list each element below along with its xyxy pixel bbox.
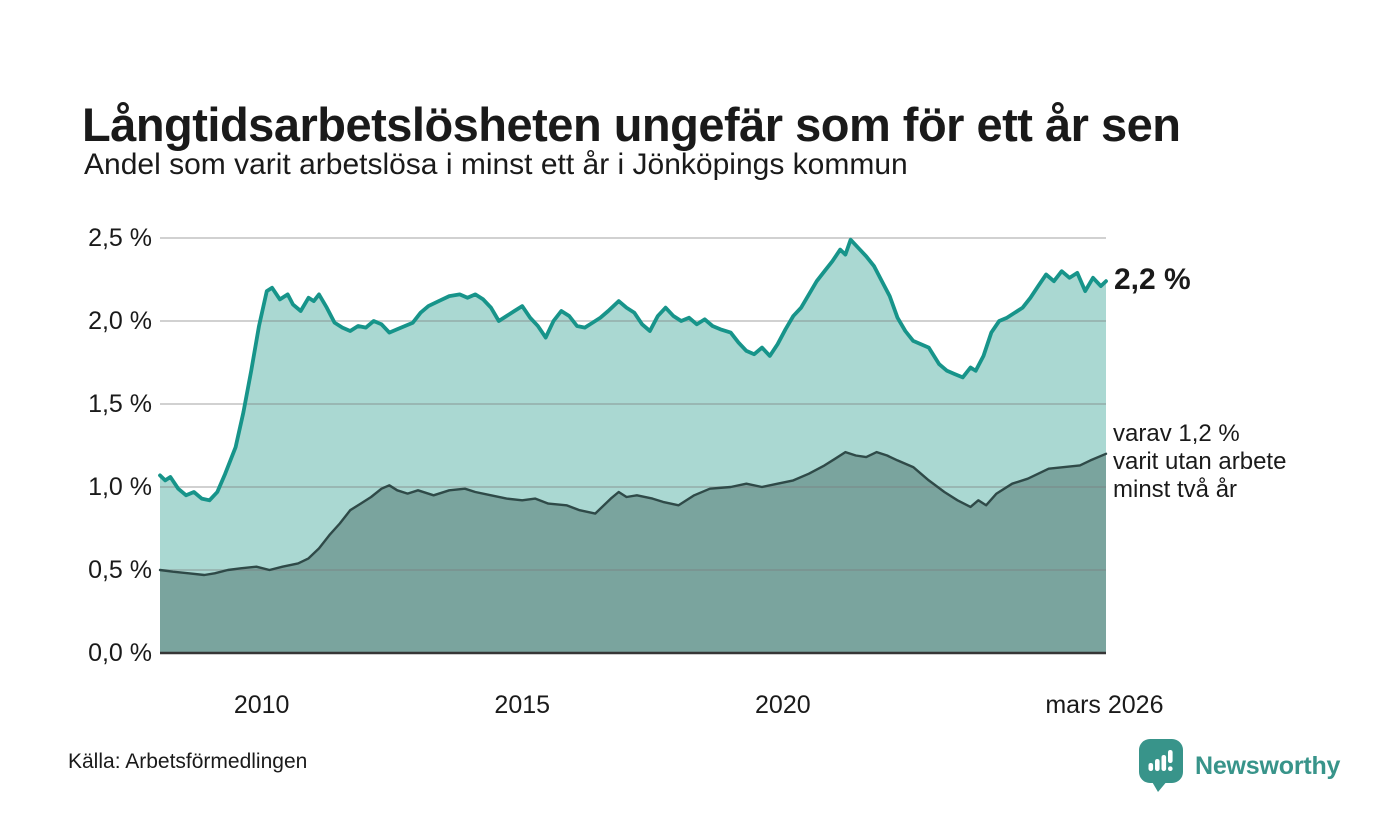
newsworthy-logo: Newsworthy: [1138, 738, 1340, 794]
end-value-label-total: 2,2 %: [1114, 263, 1191, 297]
chart-title: Långtidsarbetslösheten ungefär som för e…: [82, 98, 1181, 152]
series-line-0: [158, 237, 1108, 503]
end-value-label-two-years: varav 1,2 % varit utan arbete minst två …: [1113, 420, 1286, 504]
newsworthy-wordmark: Newsworthy: [1195, 751, 1341, 780]
y-tick-label: 0,0 %: [88, 639, 152, 667]
x-tick-label: 2020: [755, 691, 811, 719]
x-tick-label: 2015: [494, 691, 551, 719]
annotation-line: minst två år: [1113, 475, 1238, 503]
annotation-line: varit utan arbete: [1113, 447, 1287, 475]
x-tick-label: 2010: [233, 691, 290, 719]
chart-subtitle: Andel som varit arbetslösa i minst ett å…: [84, 148, 908, 181]
annotation-line: varav 1,2 %: [1113, 419, 1240, 447]
y-tick-label: 2,5 %: [88, 224, 152, 252]
bar-chart-speech-bubble-icon: [1139, 739, 1183, 792]
series-line-1: [158, 450, 1108, 577]
y-tick-label: 2,0 %: [88, 307, 152, 335]
y-tick-label: 1,0 %: [88, 473, 152, 501]
x-tick-label: mars 2026: [1045, 691, 1164, 719]
area-fill-1: [160, 452, 1106, 653]
y-tick-label: 1,5 %: [88, 390, 152, 418]
source-note: Källa: Arbetsförmedlingen: [68, 750, 308, 773]
y-tick-label: 0,5 %: [88, 556, 152, 584]
